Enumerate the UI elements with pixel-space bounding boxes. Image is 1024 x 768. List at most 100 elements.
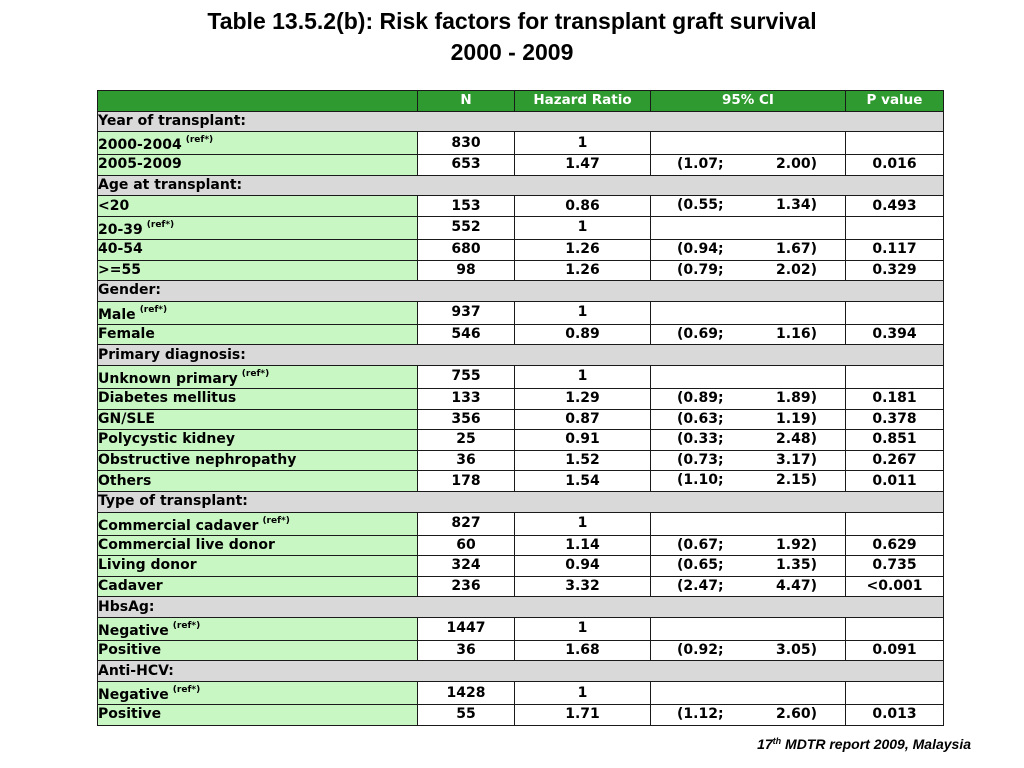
row-label: 2005-2009 — [98, 156, 182, 173]
reference-marker: (ref*) — [139, 304, 168, 315]
row-label: >=55 — [98, 261, 141, 278]
row-label: Female — [98, 326, 155, 343]
table-section-row: HbsAg: — [97, 596, 944, 618]
hazard-ratio-cell: 1.52 — [514, 449, 651, 472]
table-section-row: Age at transplant: — [97, 174, 944, 197]
table-section-row: Primary diagnosis: — [97, 344, 944, 366]
table-row: 2005-2009 653 1.47 (1.07; 2.00) 0.016 — [97, 154, 944, 176]
footer-text: MDTR report 2009, Malaysia — [781, 736, 971, 752]
footer-ordinal: th — [772, 736, 782, 746]
ci-cell: (0.69; 1.16) — [650, 323, 846, 346]
row-label-cell: GN/SLE — [97, 408, 418, 431]
row-label-cell: Positive — [97, 704, 418, 726]
reference-marker: (ref*) — [146, 219, 175, 230]
ci-lower: (0.65; — [677, 557, 724, 574]
n-cell: 552 — [417, 215, 515, 240]
n-cell: 827 — [417, 511, 515, 536]
hazard-ratio-cell: 0.91 — [514, 429, 651, 451]
ci-cell: (0.89; 1.89) — [650, 387, 846, 410]
table-row: <20 153 0.86 (0.55; 1.34) 0.493 — [97, 195, 944, 217]
ci-cell: (1.10; 2.15) — [650, 470, 846, 492]
table-section-row: Type of transplant: — [97, 490, 944, 513]
section-label: Gender: — [97, 280, 944, 302]
hazard-ratio-cell: 1.68 — [514, 639, 651, 662]
header-label — [97, 90, 418, 112]
ci-cell — [650, 131, 846, 156]
row-label: GN/SLE — [98, 410, 155, 427]
n-cell: 153 — [417, 195, 515, 217]
ci-upper: 2.00) — [776, 156, 817, 173]
row-label: Commercial live donor — [98, 536, 275, 553]
ci-lower: (0.69; — [677, 325, 724, 342]
hazard-ratio-cell: 1.29 — [514, 387, 651, 410]
table-row: GN/SLE 356 0.87 (0.63; 1.19) 0.378 — [97, 408, 944, 431]
title-line-1: Table 13.5.2(b): Risk factors for transp… — [207, 8, 817, 34]
ci-lower: (0.63; — [677, 410, 724, 427]
p-value-cell: 0.267 — [845, 449, 944, 472]
table-row: Female 546 0.89 (0.69; 1.16) 0.394 — [97, 323, 944, 346]
hazard-ratio-cell: 1 — [514, 364, 651, 389]
ci-upper: 2.60) — [776, 706, 817, 723]
p-value-cell — [845, 131, 944, 156]
row-label: 40-54 — [98, 241, 143, 258]
p-value-cell: 0.181 — [845, 387, 944, 410]
p-value-cell: 0.091 — [845, 639, 944, 662]
ci-lower: (0.73; — [677, 451, 724, 468]
reference-marker: (ref*) — [241, 368, 270, 379]
ci-lower: (1.10; — [677, 472, 724, 489]
hazard-ratio-cell: 1.14 — [514, 534, 651, 557]
row-label: 20-39 — [98, 221, 143, 238]
ci-lower: (2.47; — [677, 577, 724, 594]
table-row: Negative (ref*) 1428 1 — [97, 681, 944, 706]
section-label: Primary diagnosis: — [97, 344, 944, 366]
table-row: Diabetes mellitus 133 1.29 (0.89; 1.89) 0.181 — [97, 387, 944, 410]
hazard-ratio-cell: 1 — [514, 300, 651, 325]
table-row: Negative (ref*) 1447 1 — [97, 616, 944, 641]
ci-cell — [650, 364, 846, 389]
row-label-cell: 20-39 (ref*) — [97, 215, 418, 240]
hazard-ratio-cell: 1.26 — [514, 259, 651, 282]
p-value-cell — [845, 300, 944, 325]
p-value-cell: 0.378 — [845, 408, 944, 431]
row-label: Positive — [98, 706, 162, 723]
ci-lower: (0.89; — [677, 389, 724, 406]
table-row: 20-39 (ref*) 552 1 — [97, 215, 944, 240]
header-ci: 95% CI — [650, 90, 846, 112]
p-value-cell: 0.629 — [845, 534, 944, 557]
hazard-ratio-cell: 1 — [514, 215, 651, 240]
n-cell: 937 — [417, 300, 515, 325]
ci-upper: 1.89) — [776, 389, 817, 406]
ci-lower: (0.33; — [677, 431, 724, 448]
row-label-cell: Living donor — [97, 555, 418, 577]
page-title: Table 13.5.2(b): Risk factors for transp… — [0, 6, 1024, 68]
p-value-cell: <0.001 — [845, 575, 944, 598]
ci-lower: (0.92; — [677, 641, 724, 658]
n-cell: 98 — [417, 259, 515, 282]
row-label: Negative — [98, 622, 169, 639]
title-line-2: 2000 - 2009 — [450, 39, 574, 65]
hazard-ratio-cell: 1.71 — [514, 704, 651, 726]
ci-cell: (0.67; 1.92) — [650, 534, 846, 557]
hazard-ratio-cell: 0.87 — [514, 408, 651, 431]
hazard-ratio-cell: 1 — [514, 131, 651, 156]
row-label: 2000-2004 — [98, 137, 182, 154]
table-row: Commercial live donor 60 1.14 (0.67; 1.92) 0.… — [97, 534, 944, 557]
p-value-cell — [845, 511, 944, 536]
ci-upper: 1.35) — [776, 557, 817, 574]
row-label-cell: Negative (ref*) — [97, 681, 418, 706]
ci-cell: (2.47; 4.47) — [650, 575, 846, 598]
ci-lower: (0.55; — [677, 197, 724, 214]
section-label: Year of transplant: — [97, 110, 944, 133]
header-hazard-ratio: Hazard Ratio — [514, 90, 651, 112]
table-row: Polycystic kidney 25 0.91 (0.33; 2.48) 0.851 — [97, 429, 944, 451]
table-row: Obstructive nephropathy 36 1.52 (0.73; 3.17)… — [97, 449, 944, 472]
ci-cell: (0.33; 2.48) — [650, 429, 846, 451]
row-label-cell: Commercial live donor — [97, 534, 418, 557]
hazard-ratio-cell: 0.86 — [514, 195, 651, 217]
ci-cell: (1.07; 2.00) — [650, 154, 846, 176]
row-label: Unknown primary — [98, 370, 238, 387]
table-row: 40-54 680 1.26 (0.94; 1.67) 0.117 — [97, 238, 944, 261]
p-value-cell — [845, 215, 944, 240]
row-label-cell: Polycystic kidney — [97, 429, 418, 451]
n-cell: 25 — [417, 429, 515, 451]
